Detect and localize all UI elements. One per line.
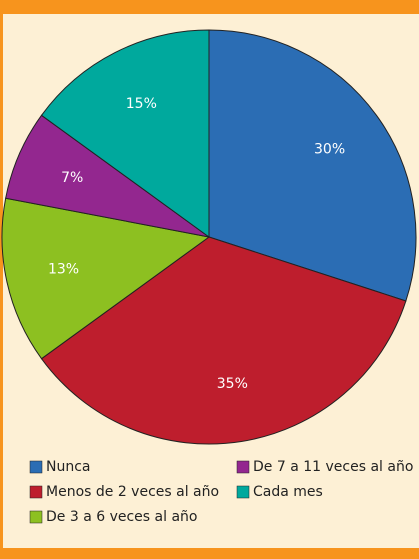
pie-slice [208,29,417,302]
slice-label: 30% [314,141,345,157]
legend-label: Nunca [46,459,91,475]
bottom-band [0,548,419,559]
slice-label: 15% [126,96,157,112]
legend-swatch [236,485,250,499]
legend-swatch [29,485,43,499]
legend-label: De 3 a 6 veces al año [46,509,197,525]
legend-label: De 7 a 11 veces al año [253,459,413,475]
left-band [0,0,3,559]
legend-swatch [236,460,250,474]
legend-label: Menos de 2 veces al año [46,484,219,500]
top-band [0,0,419,14]
slice-label: 13% [48,262,79,278]
legend-label: Cada mes [253,484,323,500]
pie-slice [40,236,407,445]
slice-label: 7% [61,170,83,186]
legend-swatch [29,510,43,524]
pie-slice [1,197,211,360]
pie-slice [40,29,210,238]
slice-label: 35% [217,376,248,392]
legend-swatch [29,460,43,474]
